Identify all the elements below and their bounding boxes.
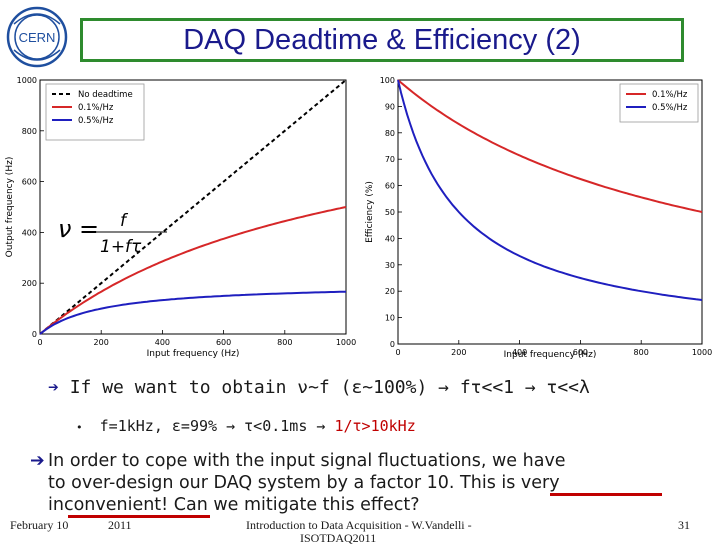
- cern-logo: CERN: [4, 4, 70, 70]
- legend-label: 0.1%/Hz: [78, 103, 114, 113]
- footer-center: Introduction to Data Acquisition - W.Van…: [246, 518, 472, 532]
- x-tick-label: 0: [395, 348, 400, 357]
- x-tick-label: 200: [94, 338, 109, 347]
- y-tick-label: 400: [22, 228, 37, 237]
- plot-area: [397, 79, 703, 345]
- series-line-no-deadtime: [39, 79, 347, 335]
- sub-bullet: • f=1kHz, ε=99% → τ<0.1ms → 1/τ>10kHz: [76, 417, 416, 435]
- bullet-arrow-icon: ➔: [48, 377, 59, 398]
- y-tick-label: 600: [22, 178, 37, 187]
- x-tick-label: 200: [451, 348, 466, 357]
- y-tick-label: 80: [385, 129, 395, 138]
- y-tick-label: 1000: [17, 76, 37, 85]
- footer-date: February 10: [10, 518, 69, 532]
- y-axis-label: Efficiency (%): [365, 181, 375, 243]
- efficiency-chart: 0 200 400 600 800 1000 0 10 20 30 40 50 60 70 80 90 100 …: [360, 72, 720, 366]
- x-axis-label: Input frequency (Hz): [504, 350, 597, 360]
- paragraph-line-2: to over-design our DAQ system by a facto…: [48, 473, 560, 493]
- y-axis-label: Output frequency (Hz): [5, 157, 15, 258]
- y-tick-label: 30: [385, 261, 395, 270]
- footer-year: 2011: [108, 518, 132, 532]
- formula: ν = f 1+fτ: [58, 211, 167, 257]
- legend: 0.1%/Hz 0.5%/Hz: [619, 83, 699, 123]
- sub-bullet-text: f=1kHz, ε=99% → τ<0.1ms →: [99, 417, 326, 435]
- paragraph-line-3: inconvenient! Can we mitigate this effec…: [48, 495, 420, 515]
- y-tick-label: 800: [22, 127, 37, 136]
- legend-box: [619, 83, 699, 123]
- y-tick-label: 0: [32, 330, 37, 339]
- paragraph-line-1: In order to cope with the input signal f…: [48, 451, 566, 471]
- underline-inconvenient: [68, 515, 210, 518]
- legend-label: 0.1%/Hz: [652, 90, 688, 100]
- footer-center-2: ISOTDAQ2011: [300, 531, 377, 545]
- cern-logo-text: CERN: [19, 30, 56, 45]
- series-line-0-5-hz: [39, 290, 346, 335]
- y-tick-label: 60: [385, 182, 395, 191]
- x-tick-label: 400: [512, 348, 527, 357]
- sub-bullet-red-text: 1/τ>10kHz: [334, 417, 416, 435]
- x-tick-label: 800: [277, 338, 292, 347]
- legend: No deadtime 0.1%/Hz 0.5%/Hz: [45, 83, 145, 141]
- formula-lhs: ν =: [58, 215, 99, 243]
- series-line-0-1-hz: [39, 206, 347, 335]
- bullet-main: ➔ If we want to obtain ν~f (ε~100%) → fτ…: [48, 377, 590, 398]
- series-line-0-5-hz: [397, 79, 703, 301]
- x-tick-label: 0: [37, 338, 42, 347]
- formula-denominator: 1+fτ: [100, 237, 142, 257]
- output-frequency-chart: 0 200 400 600 800 1000 0 200 400 600 800 1000 No de…: [0, 72, 360, 366]
- legend-label: 0.5%/Hz: [78, 116, 114, 126]
- y-tick-label: 100: [380, 76, 395, 85]
- x-tick-label: 800: [634, 348, 649, 357]
- paragraph-arrow-icon: ➔: [30, 451, 45, 471]
- y-tick-label: 90: [385, 102, 395, 111]
- y-tick-label: 20: [385, 287, 395, 296]
- x-tick-label: 1000: [336, 338, 356, 347]
- paragraph: ➔ In order to cope with the input signal…: [30, 450, 688, 516]
- x-tick-label: 1000: [692, 348, 712, 357]
- x-axis-label: Input frequency (Hz): [147, 349, 240, 359]
- y-tick-label: 70: [385, 155, 395, 164]
- formula-numerator: f: [120, 211, 129, 231]
- x-tick-label: 600: [573, 348, 588, 357]
- x-tick-label: 400: [155, 338, 170, 347]
- y-tick-label: 10: [385, 314, 395, 323]
- title-frame: DAQ Deadtime & Efficiency (2): [80, 18, 684, 62]
- legend-label: 0.5%/Hz: [652, 103, 688, 113]
- y-tick-label: 200: [22, 279, 37, 288]
- y-tick-label: 40: [385, 234, 395, 243]
- underline-this-is-very: [550, 493, 662, 496]
- sub-bullet-dot: •: [76, 421, 83, 434]
- x-tick-label: 600: [216, 338, 231, 347]
- bullet-main-text: If we want to obtain ν~f (ε~100%) → fτ<<…: [69, 377, 590, 398]
- y-tick-label: 0: [390, 340, 395, 349]
- slide-title: DAQ Deadtime & Efficiency (2): [183, 24, 581, 56]
- footer-page-number: 31: [678, 518, 690, 532]
- legend-label: No deadtime: [78, 90, 133, 100]
- y-tick-label: 50: [385, 208, 395, 217]
- series-line-0-1-hz: [397, 79, 703, 213]
